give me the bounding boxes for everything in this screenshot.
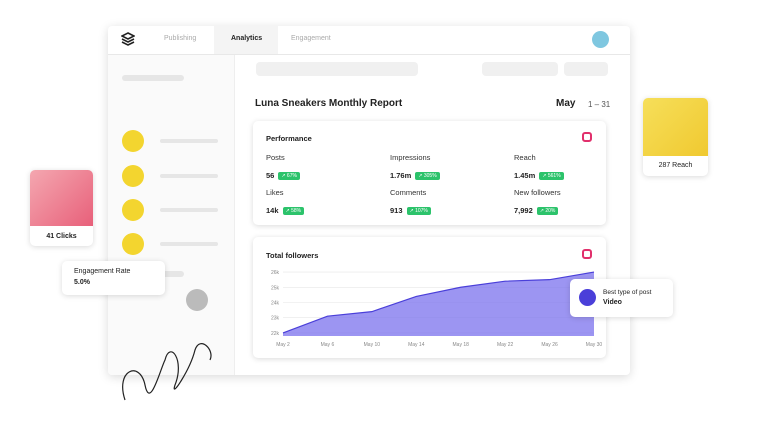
performance-card: Performance Posts 56 ↗ 67% Impressions 1.76m… <box>253 121 606 225</box>
placeholder <box>160 174 218 178</box>
metric-label: New followers <box>514 188 561 197</box>
engagement-card: Engagement Rate 5.0% <box>62 261 165 295</box>
metric-label: Posts <box>266 153 285 162</box>
placeholder <box>122 75 184 81</box>
metric-value: 1.45m <box>514 171 536 180</box>
metric-row: 7,992 ↗ 20% <box>514 200 559 218</box>
x-tick-label: May 22 <box>497 342 514 348</box>
metric-label: Likes <box>266 188 284 197</box>
reach-label: 287 Reach <box>658 162 693 169</box>
clicks-card: 41 Clicks <box>30 170 93 246</box>
card-title: Performance <box>266 134 312 143</box>
placeholder <box>564 62 608 76</box>
metric-row: 1.76m ↗ 305% <box>390 165 440 183</box>
metric-value: 14k <box>266 206 279 215</box>
account-avatar[interactable] <box>122 165 144 187</box>
instagram-icon <box>582 132 592 142</box>
change-badge: ↗ 107% <box>406 207 431 215</box>
instagram-icon <box>582 249 592 259</box>
tab[interactable]: Analytics <box>231 35 263 42</box>
y-tick-label: 26k <box>271 270 280 276</box>
report-month[interactable]: May <box>556 98 576 109</box>
placeholder <box>160 208 218 212</box>
y-tick-label: 23k <box>271 316 280 322</box>
change-badge: ↗ 67% <box>278 172 300 180</box>
metric-row: 913 ↗ 107% <box>390 200 431 218</box>
x-tick-label: May 10 <box>364 342 381 348</box>
placeholder <box>160 139 218 143</box>
placeholder <box>256 62 418 76</box>
engagement-label: Engagement Rate <box>74 268 131 275</box>
followers-card: Total followers 22k 23k 24k 25k 26k May 2 May … <box>253 237 606 358</box>
engagement-value: 5.0% <box>74 279 90 286</box>
placeholder <box>482 62 558 76</box>
metric-row: 56 ↗ 67% <box>266 165 300 183</box>
user-avatar[interactable] <box>592 31 609 48</box>
metric-value: 913 <box>390 206 403 215</box>
x-tick-label: May 26 <box>541 342 558 348</box>
tab[interactable]: Publishing <box>164 35 197 42</box>
post-icon <box>579 289 596 306</box>
app-window: Publishing Analytics Engagement Luna Sne… <box>108 26 630 375</box>
change-badge: ↗ 58% <box>282 207 305 215</box>
best-type-card: Best type of post Video <box>570 279 673 317</box>
reach-card: 287 Reach <box>643 98 708 176</box>
account-avatar[interactable] <box>122 130 144 152</box>
y-tick-label: 24k <box>271 301 280 307</box>
logo <box>121 32 135 46</box>
metric-label: Impressions <box>390 153 431 162</box>
account-avatar[interactable] <box>122 233 144 255</box>
line <box>282 271 595 334</box>
x-tick-label: May 2 <box>276 342 290 348</box>
report-range: 1 – 31 <box>588 100 611 109</box>
change-badge: ↗ 305% <box>415 172 440 180</box>
change-badge: ↗ 561% <box>539 172 564 180</box>
tab[interactable]: Engagement <box>291 35 331 42</box>
report-title: Luna Sneakers Monthly Report <box>255 98 403 109</box>
placeholder <box>160 242 218 246</box>
metric-value: 56 <box>266 171 275 180</box>
metric-row: 1.45m ↗ 561% <box>514 165 564 183</box>
best-type-value: Video <box>603 299 622 306</box>
y-tick-label: 25k <box>271 285 280 291</box>
metric-value: 7,992 <box>514 206 533 215</box>
squiggle <box>122 343 212 401</box>
x-tick-label: May 30 <box>586 342 603 348</box>
sidebar <box>108 55 235 375</box>
x-tick-label: May 14 <box>408 342 425 348</box>
metric-row: 14k ↗ 58% <box>266 200 305 218</box>
change-badge: ↗ 20% <box>536 207 559 215</box>
top-bar: Publishing Analytics Engagement <box>108 26 630 55</box>
card-title: Total followers <box>266 251 319 260</box>
metric-label: Comments <box>390 188 427 197</box>
x-tick-label: May 18 <box>453 342 470 348</box>
best-type-label: Best type of post <box>603 289 652 296</box>
photo <box>643 98 708 156</box>
metric-value: 1.76m <box>390 171 412 180</box>
clicks-label: 41 Clicks <box>46 233 77 240</box>
photo <box>30 170 93 226</box>
active-tab-bg <box>214 26 278 54</box>
y-tick-label: 22k <box>271 331 280 337</box>
metric-label: Reach <box>514 153 536 162</box>
avatar <box>186 289 208 311</box>
area <box>283 272 594 336</box>
account-avatar[interactable] <box>122 199 144 221</box>
x-tick-label: May 6 <box>321 342 335 348</box>
followers-chart: 22k 23k 24k 25k 26k May 2 May 6 May 10 May 14 May… <box>271 270 603 348</box>
